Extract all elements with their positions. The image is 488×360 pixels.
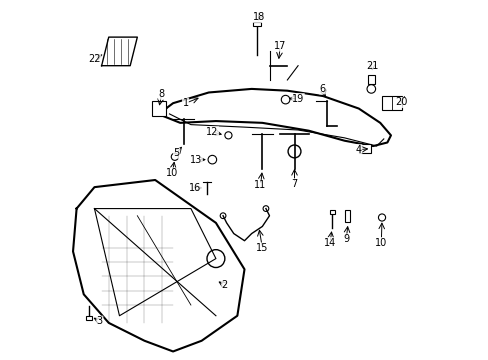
Text: 14: 14 (324, 238, 336, 248)
Text: 17: 17 (273, 41, 286, 51)
Text: 7: 7 (291, 179, 297, 189)
Text: 18: 18 (253, 13, 265, 22)
FancyBboxPatch shape (86, 316, 92, 320)
FancyBboxPatch shape (367, 75, 374, 84)
Text: 10: 10 (166, 168, 178, 178)
Text: 13: 13 (190, 155, 202, 165)
Text: 9: 9 (343, 234, 348, 244)
Text: 8: 8 (158, 89, 164, 99)
FancyBboxPatch shape (253, 22, 260, 26)
Text: 2: 2 (221, 280, 227, 291)
FancyBboxPatch shape (151, 102, 165, 116)
Text: 22: 22 (88, 54, 101, 64)
Text: 20: 20 (395, 98, 407, 108)
Text: 1: 1 (182, 98, 188, 108)
Text: 4: 4 (355, 145, 361, 155)
Text: 10: 10 (374, 238, 386, 248)
Text: 16: 16 (189, 183, 201, 193)
Text: 19: 19 (291, 94, 304, 104)
Text: 3: 3 (97, 316, 102, 326)
Text: 5: 5 (173, 148, 180, 158)
FancyBboxPatch shape (381, 96, 401, 111)
FancyBboxPatch shape (329, 210, 334, 214)
Text: 15: 15 (256, 243, 268, 253)
Text: 11: 11 (254, 180, 266, 190)
Polygon shape (102, 37, 137, 66)
Text: 6: 6 (319, 84, 325, 94)
Text: 21: 21 (366, 61, 378, 71)
FancyBboxPatch shape (344, 210, 349, 222)
FancyBboxPatch shape (358, 144, 370, 153)
Text: 12: 12 (206, 127, 218, 137)
